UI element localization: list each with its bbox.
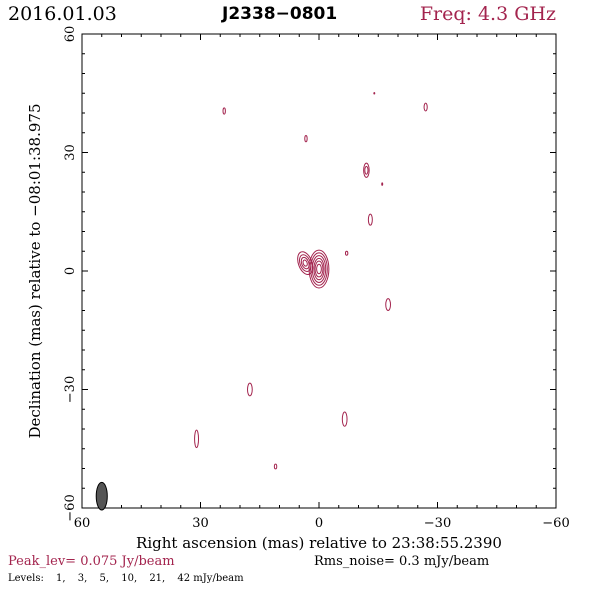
contour-ring [316,263,322,275]
contour-ring [314,260,324,278]
x-tick-label: 30 [192,516,209,531]
contour-ring [313,257,325,281]
y-tick-label: 60 [63,26,78,43]
contour-ring [304,135,308,143]
beam-layer [95,481,108,511]
contour-ring [381,182,384,186]
contour-ring [299,254,312,272]
level-value: 21, [149,573,166,584]
x-tick-label: −60 [542,516,569,531]
source-name: J2338−0801 [222,4,338,24]
x-tick-label: 60 [74,516,91,531]
y-tick-label: 0 [63,267,78,275]
contour-ring [363,162,370,178]
source-component [341,411,348,427]
contour-ring [385,298,391,312]
contour-ring [308,249,330,289]
x-axis-label: Right ascension (mas) relative to 23:38:… [136,534,502,552]
y-axis-label: Declination (mas) relative to −08:01:38.… [26,103,44,438]
source-component [381,182,384,186]
axis-ticks: 60 30 0 −30 −60 −60 −30 0 30 60 [63,26,570,531]
contour-ring [373,91,376,95]
level-value: 5, [99,573,110,584]
y-tick-label: −60 [63,494,78,521]
contour-ring [222,107,226,115]
contour-levels: Levels: 1, 3, 5, 10, 21, 42 mJy/beam [8,573,253,584]
observation-date: 2016.01.03 [8,3,117,25]
source-component [373,91,376,95]
level-value: 10, [121,573,138,584]
x-tick-label: 0 [315,516,323,531]
contour-ring [297,251,314,275]
source-component [273,463,278,470]
level-value: 42 mJy/beam [177,573,244,584]
contour-ring [310,252,328,286]
contour-ring [273,463,278,470]
source-component [385,298,391,312]
source-component [247,382,253,397]
beam-ellipse [95,481,108,511]
contour-ring [302,259,308,267]
source-component [363,162,370,178]
contour-ring [341,411,348,427]
source-component [304,135,308,143]
x-tick-label: −30 [424,516,451,531]
contour-ring [300,256,310,270]
frequency-label: Freq: 4.3 GHz [419,3,556,25]
contour-layer [194,91,428,470]
contour-ring [344,250,349,256]
level-value: 3, [77,573,88,584]
source-component [344,250,349,256]
source-component [297,251,314,275]
source-component [423,102,428,112]
contour-ring [367,213,373,226]
y-tick-label: 30 [63,144,78,161]
contour-ring [364,165,369,175]
rms-noise: Rms_noise= 0.3 mJy/beam [314,554,490,569]
source-component [367,213,373,226]
level-value: 1, [56,573,66,584]
plot-frame [81,33,557,509]
levels-label: Levels: [8,573,44,584]
contour-ring [423,102,428,112]
peak-level: Peak_lev= 0.075 Jy/beam [8,554,175,569]
source-component [222,107,226,115]
source-component [194,429,200,449]
y-tick-label: −30 [63,376,78,403]
contour-ring [247,382,253,397]
contour-ring [194,429,200,449]
